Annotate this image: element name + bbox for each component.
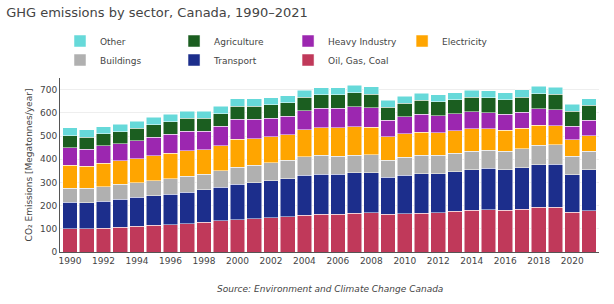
- svg-text:1992: 1992: [92, 256, 115, 266]
- svg-text:1994: 1994: [126, 256, 149, 266]
- svg-text:Agriculture: Agriculture: [214, 37, 264, 47]
- svg-text:GHG emissions by sector, Canad: GHG emissions by sector, Canada, 1990–20…: [6, 5, 308, 20]
- svg-text:400: 400: [40, 154, 57, 164]
- svg-text:2004: 2004: [293, 256, 316, 266]
- svg-text:Source: Environment and Climat: Source: Environment and Climate Change C…: [217, 284, 443, 294]
- svg-text:2018: 2018: [527, 256, 550, 266]
- svg-text:500: 500: [40, 131, 57, 141]
- svg-text:2002: 2002: [259, 256, 282, 266]
- svg-text:2006: 2006: [326, 256, 349, 266]
- svg-text:1998: 1998: [193, 256, 216, 266]
- svg-text:2012: 2012: [427, 256, 450, 266]
- svg-text:2010: 2010: [393, 256, 416, 266]
- svg-text:2008: 2008: [360, 256, 383, 266]
- svg-text:2000: 2000: [226, 256, 249, 266]
- svg-text:0: 0: [51, 247, 57, 257]
- svg-text:Oil, Gas, Coal: Oil, Gas, Coal: [328, 56, 389, 66]
- svg-text:300: 300: [40, 178, 57, 188]
- svg-text:Other: Other: [100, 37, 126, 47]
- svg-text:200: 200: [40, 201, 57, 211]
- svg-text:2016: 2016: [494, 256, 517, 266]
- svg-text:600: 600: [40, 108, 57, 118]
- svg-text:Heavy Industry: Heavy Industry: [328, 37, 397, 47]
- svg-text:Buildings: Buildings: [100, 56, 142, 66]
- svg-text:1990: 1990: [59, 256, 82, 266]
- svg-text:CO₂ Emissions [Megatonnes/year: CO₂ Emissions [Megatonnes/year]: [24, 89, 34, 242]
- svg-text:Transport: Transport: [213, 56, 257, 66]
- svg-text:1996: 1996: [159, 256, 182, 266]
- svg-text:Electricity: Electricity: [442, 37, 487, 47]
- svg-text:2014: 2014: [460, 256, 483, 266]
- svg-text:100: 100: [40, 224, 57, 234]
- svg-text:2020: 2020: [561, 256, 584, 266]
- svg-text:700: 700: [40, 85, 57, 95]
